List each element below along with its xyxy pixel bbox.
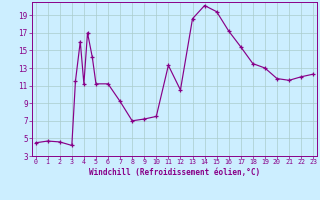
X-axis label: Windchill (Refroidissement éolien,°C): Windchill (Refroidissement éolien,°C) [89,168,260,177]
